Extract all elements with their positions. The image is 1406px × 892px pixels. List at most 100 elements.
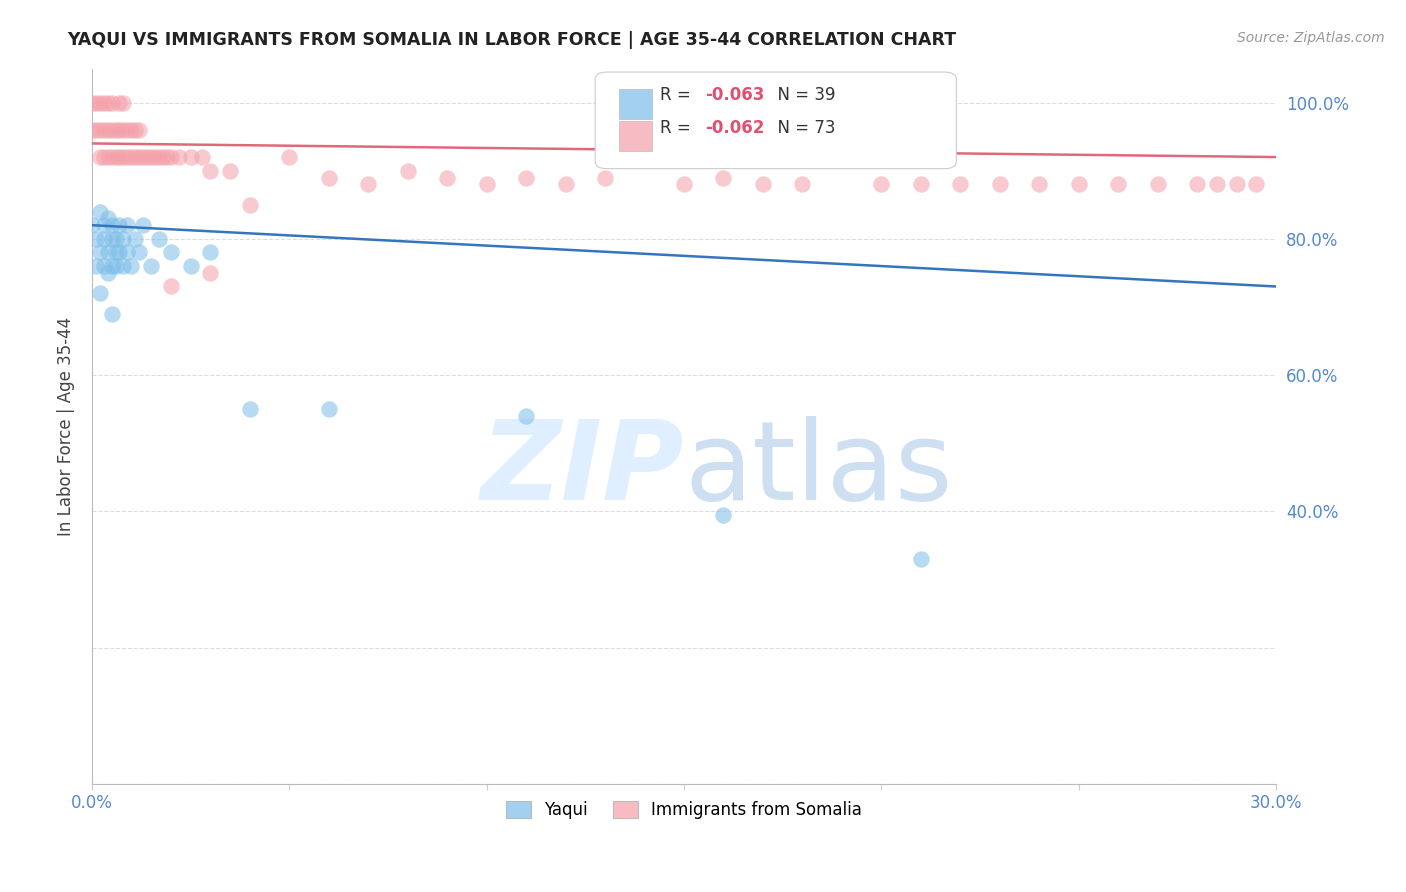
Point: [93, 150, 115, 164]
Point: [124, 150, 146, 164]
Point: [120, 123, 142, 137]
Point: [180, 259, 202, 273]
Point: [239, 402, 262, 417]
Legend: Yaqui, Immigrants from Somalia: Yaqui, Immigrants from Somalia: [499, 794, 869, 825]
Point: [128, 123, 150, 137]
Point: [100, 123, 122, 137]
Text: -0.062: -0.062: [706, 119, 765, 136]
Point: [80, 123, 103, 137]
Point: [200, 245, 222, 260]
Point: [89, 150, 111, 164]
Point: [132, 150, 155, 164]
Text: R =: R =: [661, 86, 696, 104]
Point: [593, 170, 616, 185]
Point: [117, 150, 139, 164]
Point: [93, 232, 115, 246]
Point: [475, 178, 498, 192]
Point: [120, 150, 142, 164]
FancyBboxPatch shape: [595, 72, 956, 169]
Text: N = 39: N = 39: [766, 86, 835, 104]
Point: [93, 123, 115, 137]
Point: [219, 163, 242, 178]
Point: [89, 123, 111, 137]
Point: [112, 95, 135, 110]
Point: [97, 123, 120, 137]
Point: [1146, 178, 1168, 192]
Text: R =: R =: [661, 119, 696, 136]
Point: [100, 307, 122, 321]
Point: [104, 259, 127, 273]
Point: [148, 232, 170, 246]
Point: [104, 232, 127, 246]
Point: [318, 402, 340, 417]
Point: [396, 163, 419, 178]
Point: [84, 123, 107, 137]
Point: [752, 178, 775, 192]
Point: [108, 95, 131, 110]
Point: [191, 150, 214, 164]
Point: [318, 170, 340, 185]
Point: [436, 170, 458, 185]
Point: [180, 150, 202, 164]
Point: [167, 150, 190, 164]
Point: [1226, 178, 1249, 192]
Point: [117, 245, 139, 260]
Point: [93, 218, 115, 232]
Point: [100, 150, 122, 164]
Point: [278, 150, 301, 164]
Point: [89, 245, 111, 260]
Point: [108, 150, 131, 164]
Point: [112, 259, 135, 273]
Point: [152, 150, 174, 164]
Point: [124, 123, 146, 137]
Point: [108, 245, 131, 260]
Point: [148, 150, 170, 164]
Point: [100, 95, 122, 110]
Point: [84, 95, 107, 110]
Point: [1246, 178, 1268, 192]
Point: [159, 245, 181, 260]
Point: [1205, 178, 1227, 192]
Point: [84, 232, 107, 246]
Point: [713, 170, 735, 185]
Point: [1067, 178, 1090, 192]
Y-axis label: In Labor Force | Age 35-44: In Labor Force | Age 35-44: [58, 317, 75, 536]
Point: [97, 150, 120, 164]
Point: [108, 123, 131, 137]
Point: [124, 232, 146, 246]
Point: [792, 178, 814, 192]
Point: [159, 279, 181, 293]
Point: [117, 218, 139, 232]
Point: [108, 218, 131, 232]
Point: [1107, 178, 1129, 192]
Point: [988, 178, 1011, 192]
Point: [80, 95, 103, 110]
Point: [713, 508, 735, 522]
Point: [80, 218, 103, 232]
Point: [89, 286, 111, 301]
Point: [112, 150, 135, 164]
Point: [554, 178, 576, 192]
Text: -0.063: -0.063: [706, 86, 765, 104]
Point: [357, 178, 380, 192]
Point: [84, 259, 107, 273]
Point: [156, 150, 179, 164]
Point: [120, 259, 142, 273]
Point: [89, 204, 111, 219]
Point: [112, 232, 135, 246]
Point: [132, 218, 155, 232]
Point: [93, 95, 115, 110]
Point: [136, 150, 159, 164]
Point: [93, 259, 115, 273]
Point: [143, 150, 166, 164]
Point: [1028, 178, 1050, 192]
Point: [239, 198, 262, 212]
Point: [200, 266, 222, 280]
Point: [949, 178, 972, 192]
Point: [100, 232, 122, 246]
Point: [100, 259, 122, 273]
Text: Source: ZipAtlas.com: Source: ZipAtlas.com: [1237, 31, 1385, 45]
Point: [870, 178, 893, 192]
Point: [200, 163, 222, 178]
Text: atlas: atlas: [683, 416, 952, 523]
